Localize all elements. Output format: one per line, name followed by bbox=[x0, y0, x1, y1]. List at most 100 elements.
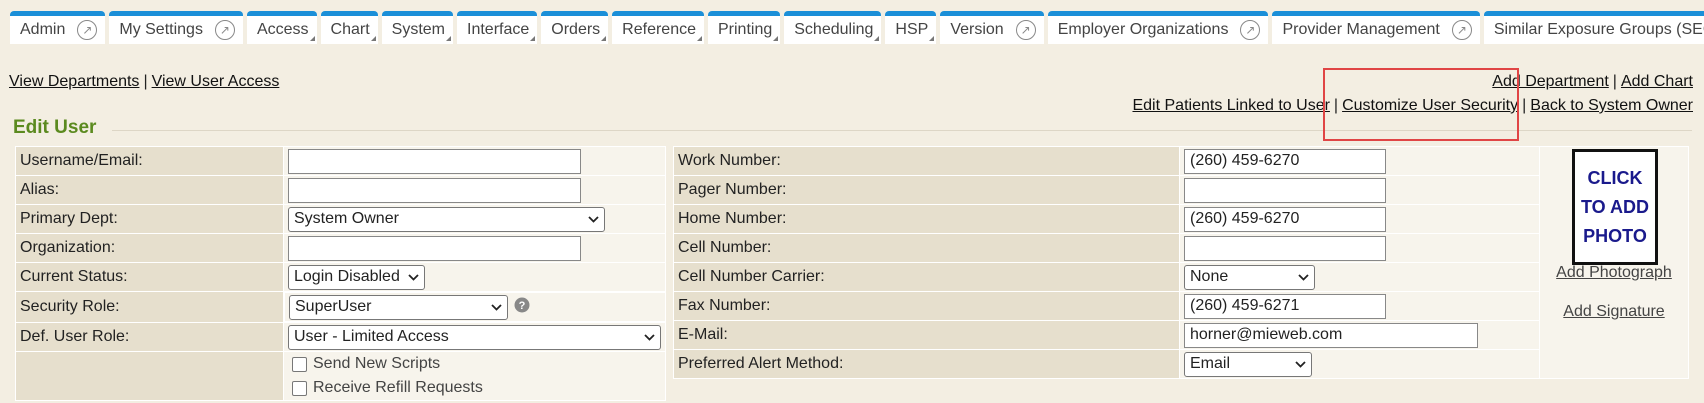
tab-bar: Admin ↗ My Settings ↗ Access Chart System Inter… bbox=[10, 11, 1704, 44]
separator: | bbox=[143, 73, 148, 90]
photo-text: CLICK bbox=[1587, 167, 1643, 188]
tab-label: Reference bbox=[622, 21, 696, 38]
checkbox[interactable] bbox=[292, 380, 307, 396]
divider bbox=[112, 130, 1692, 131]
link[interactable]: Back to System Owner bbox=[1530, 97, 1693, 114]
tab-label: Employer Organizations bbox=[1057, 21, 1229, 38]
tab-label: Scheduling bbox=[794, 21, 874, 38]
tab[interactable]: Employer Organizations ↗ bbox=[1047, 11, 1269, 44]
form-row: Organization: bbox=[15, 233, 666, 263]
field-cell: (260) 459-6271 bbox=[1178, 291, 1540, 321]
select[interactable]: User - Limited Access bbox=[288, 324, 661, 350]
section-title: Edit User bbox=[13, 117, 97, 138]
tab[interactable]: Similar Exposure Groups (SEGs)↗ bbox=[1483, 11, 1704, 44]
link[interactable]: View User Access bbox=[151, 73, 280, 90]
field-cell bbox=[1178, 233, 1540, 263]
tab-label: Provider Management bbox=[1282, 21, 1440, 38]
separator: | bbox=[1522, 97, 1527, 114]
tab-label: Similar Exposure Groups (SEGs) bbox=[1493, 21, 1704, 38]
checkbox-row[interactable]: Send New Scripts bbox=[288, 352, 661, 376]
tab[interactable]: My Settings ↗ bbox=[109, 11, 243, 44]
tab-label: Access bbox=[256, 21, 309, 38]
text-input[interactable] bbox=[288, 148, 581, 174]
tab-icon[interactable]: ↗ bbox=[1451, 20, 1472, 40]
field-label: Current Status: bbox=[15, 262, 284, 292]
field-cell: (260) 459-6270 bbox=[1178, 146, 1540, 176]
tab[interactable]: System bbox=[381, 11, 453, 44]
photo-text: TO ADD bbox=[1580, 196, 1649, 217]
tab-icon[interactable]: ↗ bbox=[214, 20, 235, 40]
tab-dropdown-indicator bbox=[697, 36, 702, 41]
field-cell: (260) 459-6270 bbox=[1178, 204, 1540, 234]
select[interactable]: Login Disabled bbox=[288, 264, 425, 290]
link[interactable]: View Departments bbox=[9, 73, 140, 90]
svg-text:?: ? bbox=[519, 300, 526, 312]
link[interactable]: Add Department bbox=[1492, 73, 1609, 90]
text-input[interactable] bbox=[288, 235, 581, 261]
field-cell bbox=[283, 175, 666, 205]
field-label: Primary Dept: bbox=[15, 204, 284, 234]
tab-label: HSP bbox=[895, 21, 929, 38]
tab[interactable]: Provider Management ↗ bbox=[1272, 11, 1480, 44]
checkbox-cell: Send New Scripts Receive Refill Requests bbox=[283, 351, 666, 401]
field-cell: Login Disabled bbox=[283, 262, 666, 292]
photo-link-wrap: Add Photograph bbox=[1540, 264, 1688, 282]
text-input[interactable] bbox=[288, 177, 581, 203]
tab[interactable]: Access bbox=[246, 11, 317, 44]
text-input[interactable]: (260) 459-6271 bbox=[1183, 293, 1386, 319]
tab[interactable]: Scheduling bbox=[784, 11, 882, 44]
tab-label: My Settings bbox=[119, 21, 203, 38]
tab-label: Interface bbox=[467, 21, 530, 38]
tab[interactable]: HSP bbox=[885, 11, 937, 44]
field-value: User - Limited Access bbox=[294, 328, 449, 345]
form-row: Alias: bbox=[15, 175, 666, 205]
checkbox-row[interactable]: Receive Refill Requests bbox=[288, 376, 661, 400]
link[interactable]: Add Chart bbox=[1620, 73, 1693, 90]
link[interactable]: Edit Patients Linked to User bbox=[1132, 97, 1330, 114]
field-value: Login Disabled bbox=[294, 268, 400, 285]
field-label: Security Role: bbox=[15, 291, 284, 323]
right-form: Work Number: (260) 459-6270 Pager Number: H… bbox=[673, 146, 1690, 379]
field-label: Def. User Role: bbox=[15, 322, 284, 352]
field-label: Fax Number: bbox=[673, 291, 1180, 321]
photo-text: PHOTO bbox=[1583, 225, 1647, 246]
checkbox[interactable] bbox=[292, 356, 307, 372]
add-photo-link[interactable]: Add Photograph bbox=[1556, 264, 1672, 281]
form-row: Security Role: SuperUser? bbox=[15, 291, 666, 323]
text-input[interactable] bbox=[1183, 235, 1386, 261]
select[interactable]: SuperUser bbox=[289, 294, 508, 320]
text-input[interactable]: (260) 459-6270 bbox=[1183, 206, 1386, 232]
photo-placeholder[interactable]: CLICK TO ADD PHOTO bbox=[1572, 149, 1658, 265]
tab-dropdown-indicator bbox=[601, 36, 607, 41]
field-cell: User - Limited Access bbox=[283, 322, 666, 352]
tab[interactable]: Printing bbox=[708, 11, 781, 44]
tab-icon[interactable]: ↗ bbox=[1015, 20, 1036, 40]
select[interactable]: Email bbox=[1183, 351, 1312, 377]
tab-icon[interactable]: ↗ bbox=[77, 20, 98, 40]
tab-icon[interactable]: ↗ bbox=[1240, 20, 1261, 40]
tab[interactable]: Admin ↗ bbox=[10, 11, 106, 44]
tab-label: Orders bbox=[551, 21, 601, 38]
help-icon[interactable]: ? bbox=[508, 297, 530, 318]
tab[interactable]: Reference bbox=[612, 11, 704, 44]
form-row: Current Status: Login Disabled bbox=[15, 262, 666, 292]
field-cell: None bbox=[1178, 262, 1540, 292]
link[interactable]: Customize User Security bbox=[1342, 97, 1519, 114]
form-row: Cell Number: bbox=[673, 233, 1689, 263]
tab-dropdown-indicator bbox=[530, 36, 536, 41]
tab[interactable]: Interface bbox=[457, 11, 538, 44]
tab[interactable]: Version ↗ bbox=[940, 11, 1044, 44]
highlight-box bbox=[1323, 68, 1519, 141]
text-input[interactable]: (260) 459-6270 bbox=[1183, 148, 1386, 174]
select[interactable]: None bbox=[1183, 264, 1315, 290]
field-label: Preferred Alert Method: bbox=[673, 349, 1180, 379]
tab-dropdown-indicator bbox=[773, 36, 779, 41]
tab[interactable]: Chart bbox=[320, 11, 378, 44]
add-signature-link[interactable]: Add Signature bbox=[1563, 303, 1665, 320]
field-cell bbox=[283, 146, 666, 176]
select[interactable]: System Owner bbox=[288, 206, 605, 232]
text-input[interactable]: horner@mieweb.com bbox=[1183, 322, 1478, 348]
tab[interactable]: Orders bbox=[541, 11, 609, 44]
right-links-top: Add Department | Add Chart bbox=[1492, 73, 1693, 91]
text-input[interactable] bbox=[1183, 177, 1386, 203]
